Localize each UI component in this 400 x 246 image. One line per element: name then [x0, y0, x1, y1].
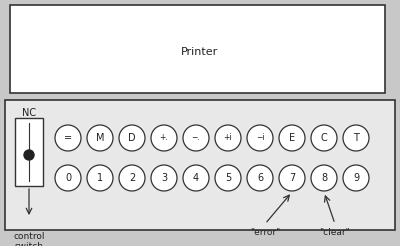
Text: "clear": "clear"	[320, 228, 350, 237]
Circle shape	[215, 125, 241, 151]
Circle shape	[311, 125, 337, 151]
Circle shape	[343, 125, 369, 151]
Circle shape	[119, 125, 145, 151]
Circle shape	[119, 165, 145, 191]
Bar	[5, 100, 395, 230]
Text: −.: −.	[192, 134, 200, 142]
Circle shape	[87, 125, 113, 151]
Text: 4: 4	[193, 173, 199, 183]
Circle shape	[24, 150, 34, 160]
Text: +.: +.	[160, 134, 168, 142]
Text: 8: 8	[321, 173, 327, 183]
Circle shape	[55, 165, 81, 191]
Text: 5: 5	[225, 173, 231, 183]
Text: control
switch: control switch	[13, 232, 45, 246]
Text: 3: 3	[161, 173, 167, 183]
Text: +i: +i	[224, 134, 232, 142]
Circle shape	[151, 165, 177, 191]
Text: 2: 2	[129, 173, 135, 183]
Circle shape	[279, 165, 305, 191]
Text: E: E	[289, 133, 295, 143]
Circle shape	[87, 165, 113, 191]
Bar	[15, 118, 43, 186]
Circle shape	[151, 125, 177, 151]
Circle shape	[311, 165, 337, 191]
Text: C: C	[321, 133, 327, 143]
Bar	[10, 5, 385, 93]
Text: 9: 9	[353, 173, 359, 183]
Text: 7: 7	[289, 173, 295, 183]
Circle shape	[183, 165, 209, 191]
Text: T: T	[353, 133, 359, 143]
Circle shape	[279, 125, 305, 151]
Text: "error": "error"	[250, 228, 280, 237]
Circle shape	[55, 125, 81, 151]
Text: Printer: Printer	[181, 47, 219, 57]
Text: NC: NC	[22, 108, 36, 118]
Text: 0: 0	[65, 173, 71, 183]
Circle shape	[215, 165, 241, 191]
Text: =: =	[64, 133, 72, 143]
Circle shape	[247, 165, 273, 191]
Circle shape	[343, 165, 369, 191]
Text: 1: 1	[97, 173, 103, 183]
Text: D: D	[128, 133, 136, 143]
Circle shape	[183, 125, 209, 151]
Circle shape	[247, 125, 273, 151]
Text: 6: 6	[257, 173, 263, 183]
Text: −i: −i	[256, 134, 264, 142]
Text: M: M	[96, 133, 104, 143]
